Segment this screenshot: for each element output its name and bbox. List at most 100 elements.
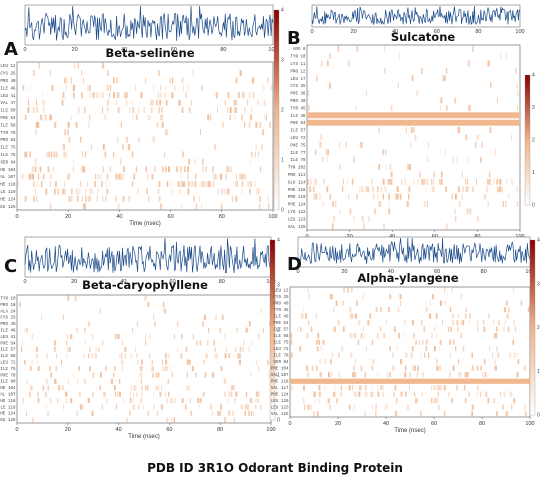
contact-mark: [99, 308, 102, 314]
contact-mark: [496, 326, 498, 332]
contact-mark: [439, 178, 442, 185]
contact-mark: [462, 320, 465, 326]
heatmap-frame: [16, 61, 274, 211]
contact-mark: [487, 398, 489, 404]
contact-mark: [61, 359, 62, 365]
row-label: TYR 10: [0, 297, 16, 301]
contact-mark: [308, 104, 310, 111]
contact-mark: [496, 186, 499, 193]
x-tick-label: 80: [219, 214, 225, 220]
contact-mark: [33, 195, 35, 202]
contact-mark: [253, 410, 254, 416]
contact-mark: [458, 372, 460, 378]
contact-mark: [179, 99, 181, 106]
contact-mark: [435, 313, 438, 319]
contact-mark: [87, 84, 89, 91]
contact-mark: [447, 326, 450, 332]
contact-mark: [154, 321, 156, 327]
contact-mark: [437, 391, 439, 397]
contact-mark: [399, 193, 402, 200]
contact-mark: [508, 307, 510, 313]
panel-c: TYR 10 PRO 18 ALA 24 CYS 25 PRO 40 ILE 46 LEU …: [0, 236, 280, 440]
contact-mark: [38, 398, 40, 404]
contact-mark: [92, 334, 93, 340]
row-label: PRO 40: [0, 80, 16, 84]
contact-mark: [147, 410, 150, 416]
contact-mark: [409, 385, 410, 391]
contact-mark: [23, 151, 26, 158]
contact-mark: [440, 97, 443, 104]
contact-mark: [297, 326, 298, 332]
contact-mark: [364, 372, 366, 378]
contact-mark: [101, 181, 103, 187]
contact-mark: [191, 99, 192, 106]
contact-mark: [97, 173, 99, 180]
contact-mark: [301, 313, 303, 319]
contact-mark: [155, 372, 158, 378]
contact-mark: [204, 372, 207, 378]
contact-mark: [44, 114, 47, 121]
contact-mark: [342, 300, 344, 306]
contact-mark: [323, 178, 325, 185]
contact-mark: [465, 307, 467, 313]
contact-mark: [188, 385, 190, 391]
x-tick-label: 0: [15, 427, 18, 433]
contact-mark: [98, 92, 100, 99]
contact-mark: [64, 181, 65, 187]
contact-mark: [319, 372, 322, 378]
contact-mark: [255, 404, 257, 410]
contact-mark: [49, 398, 51, 404]
contact-mark: [465, 134, 468, 141]
colorbar-tick-label: 3: [281, 58, 284, 64]
contact-mark: [201, 84, 203, 91]
contact-mark: [400, 359, 403, 365]
contact-mark: [73, 372, 75, 378]
contact-mark: [325, 149, 328, 156]
contact-mark: [251, 340, 253, 346]
contact-mark: [139, 366, 141, 372]
contact-mark: [477, 215, 479, 222]
contact-mark: [426, 307, 428, 313]
contact-mark: [493, 178, 495, 185]
contact-mark: [306, 365, 309, 371]
contact-mark: [95, 346, 97, 352]
contact-mark: [126, 417, 128, 423]
contact-mark: [152, 99, 154, 106]
row-label: PHE 36: [290, 93, 306, 97]
contact-mark: [104, 114, 106, 121]
contact-mark: [477, 134, 479, 141]
contact-mark: [476, 134, 477, 141]
contact-mark: [119, 391, 121, 397]
contact-mark: [424, 352, 426, 358]
contact-mark: [102, 62, 105, 69]
contact-mark: [308, 320, 310, 326]
panel-a: LEU 12 CYS 25 PRO 40 ILE 46 LEU 41 VAL 47 ILE …: [0, 4, 284, 227]
contact-mark: [217, 107, 218, 113]
contact-mark: [404, 372, 407, 378]
contact-mark: [131, 151, 134, 158]
contact-mark: [202, 181, 205, 187]
contact-mark: [116, 77, 118, 84]
contact-mark: [88, 114, 91, 121]
contact-mark: [84, 107, 86, 113]
contact-mark: [184, 181, 186, 187]
contact-mark: [433, 186, 435, 193]
contact-mark: [449, 307, 452, 313]
contact-mark: [109, 92, 111, 99]
contact-mark: [486, 186, 488, 193]
contact-mark: [191, 181, 194, 187]
contact-mark: [415, 398, 418, 404]
contact-mark: [132, 107, 135, 113]
row-label: LEU 126: [0, 419, 16, 423]
contact-mark: [128, 195, 131, 202]
trace-x-tick-label: 40: [388, 269, 394, 275]
contact-mark: [42, 107, 45, 113]
contact-mark: [217, 188, 219, 195]
contact-mark: [21, 173, 24, 180]
contact-mark: [371, 391, 374, 397]
contact-mark: [236, 181, 238, 187]
contact-mark: [115, 404, 117, 410]
contact-mark: [121, 366, 123, 372]
contact-mark: [115, 99, 117, 106]
contact-mark: [405, 352, 408, 358]
